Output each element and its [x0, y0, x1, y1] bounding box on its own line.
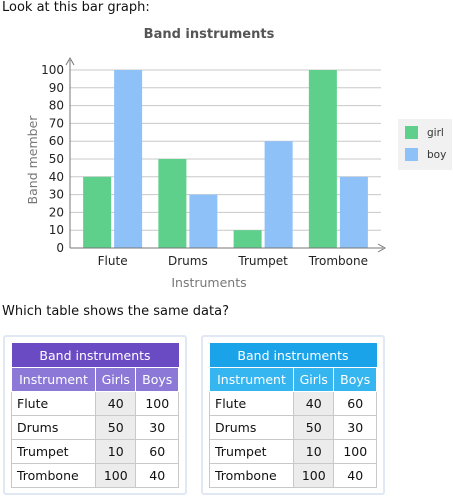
x-axis-arrow-icon — [377, 243, 387, 253]
girls-cell: 50 — [292, 415, 335, 440]
bar-boy-flute — [114, 70, 143, 248]
boys-cell: 60 — [333, 391, 377, 416]
table-row: Flute 40 100 — [11, 391, 179, 416]
girls-cell: 40 — [292, 391, 335, 416]
table-row: Trumpet 10 60 — [11, 439, 179, 464]
y-axis-label: Band member — [25, 115, 40, 205]
question-intro: Look at this bar graph: — [2, 0, 150, 15]
table-caption: Band instruments — [11, 343, 179, 368]
instrument-cell: Trumpet — [209, 439, 294, 464]
y-tick-label: 60 — [49, 134, 64, 148]
x-axis-label: Instruments — [171, 275, 246, 290]
y-tick-label: 90 — [49, 81, 64, 95]
question-prompt: Which table shows the same data? — [2, 304, 229, 319]
col-header-girls: Girls — [94, 367, 137, 392]
chart-title: Band instruments — [144, 27, 275, 42]
x-tick-label: Drums — [168, 254, 208, 268]
girls-cell: 10 — [94, 439, 137, 464]
table-row: Drums 50 30 — [209, 415, 377, 440]
bar-girl-trombone — [308, 70, 337, 248]
bar-girl-trumpet — [233, 230, 262, 248]
y-tick-label: 20 — [49, 205, 64, 219]
chart-legend: girl boy — [398, 119, 452, 170]
x-tick-label: Trombone — [308, 254, 368, 268]
table-row: Drums 50 30 — [11, 415, 179, 440]
col-header-instrument: Instrument — [11, 367, 96, 392]
legend-swatch-girl — [405, 126, 418, 139]
bar-girl-drums — [158, 159, 187, 248]
legend-label-girl: girl — [427, 127, 444, 139]
y-tick-label: 50 — [49, 152, 64, 166]
instrument-cell: Drums — [209, 415, 294, 440]
instrument-cell: Drums — [11, 415, 96, 440]
chart-bars — [83, 70, 368, 248]
y-tick-label: 80 — [49, 99, 64, 113]
boys-cell: 30 — [333, 415, 377, 440]
x-tick-label: Flute — [98, 254, 128, 268]
boys-cell: 100 — [135, 391, 179, 416]
table-row: Trumpet 10 100 — [209, 439, 377, 464]
table-row: Flute 40 60 — [209, 391, 377, 416]
girls-cell: 100 — [292, 463, 335, 488]
chart-axes — [65, 56, 387, 253]
bar-boy-trombone — [339, 176, 368, 248]
y-tick-label: 100 — [41, 63, 64, 77]
y-tick-label: 0 — [56, 241, 64, 255]
x-tick-label: Trumpet — [237, 254, 288, 268]
table-row: Trombone 100 40 — [209, 463, 377, 488]
y-tick-label: 30 — [49, 188, 64, 202]
instrument-cell: Flute — [11, 391, 96, 416]
y-tick-labels: 0 10 20 30 40 50 60 70 80 90 100 — [41, 63, 64, 255]
col-header-boys: Boys — [333, 367, 377, 392]
girls-cell: 10 — [292, 439, 335, 464]
boys-cell: 30 — [135, 415, 179, 440]
col-header-girls: Girls — [292, 367, 335, 392]
bar-boy-trumpet — [264, 141, 293, 248]
instrument-cell: Trumpet — [11, 439, 96, 464]
col-header-boys: Boys — [135, 367, 179, 392]
boys-cell: 60 — [135, 439, 179, 464]
table-row: Trombone 100 40 — [11, 463, 179, 488]
instrument-cell: Flute — [209, 391, 294, 416]
bar-girl-flute — [83, 176, 112, 248]
y-axis-arrow-icon — [65, 56, 75, 66]
table-caption: Band instruments — [209, 343, 377, 368]
girls-cell: 50 — [94, 415, 137, 440]
legend-label-boy: boy — [427, 149, 446, 161]
instrument-cell: Trombone — [209, 463, 294, 488]
answer-choice-a[interactable]: Band instruments Instrument Girls Boys F… — [3, 335, 187, 495]
bar-boy-drums — [189, 194, 218, 248]
y-tick-label: 70 — [49, 116, 64, 130]
col-header-instrument: Instrument — [209, 367, 294, 392]
boys-cell: 40 — [333, 463, 377, 488]
legend-swatch-boy — [405, 148, 418, 161]
answer-choice-b[interactable]: Band instruments Instrument Girls Boys F… — [201, 335, 385, 495]
girls-cell: 100 — [94, 463, 137, 488]
instrument-cell: Trombone — [11, 463, 96, 488]
girls-cell: 40 — [94, 391, 137, 416]
y-tick-label: 10 — [49, 223, 64, 237]
choice-b-table: Band instruments Instrument Girls Boys F… — [209, 343, 377, 488]
y-tick-label: 40 — [49, 170, 64, 184]
choice-a-table: Band instruments Instrument Girls Boys F… — [11, 343, 179, 488]
bar-chart: Band instruments 0102030405060708090100 … — [25, 27, 452, 290]
boys-cell: 100 — [333, 439, 377, 464]
boys-cell: 40 — [135, 463, 179, 488]
x-tick-labels: Flute Drums Trumpet Trombone — [98, 254, 368, 268]
